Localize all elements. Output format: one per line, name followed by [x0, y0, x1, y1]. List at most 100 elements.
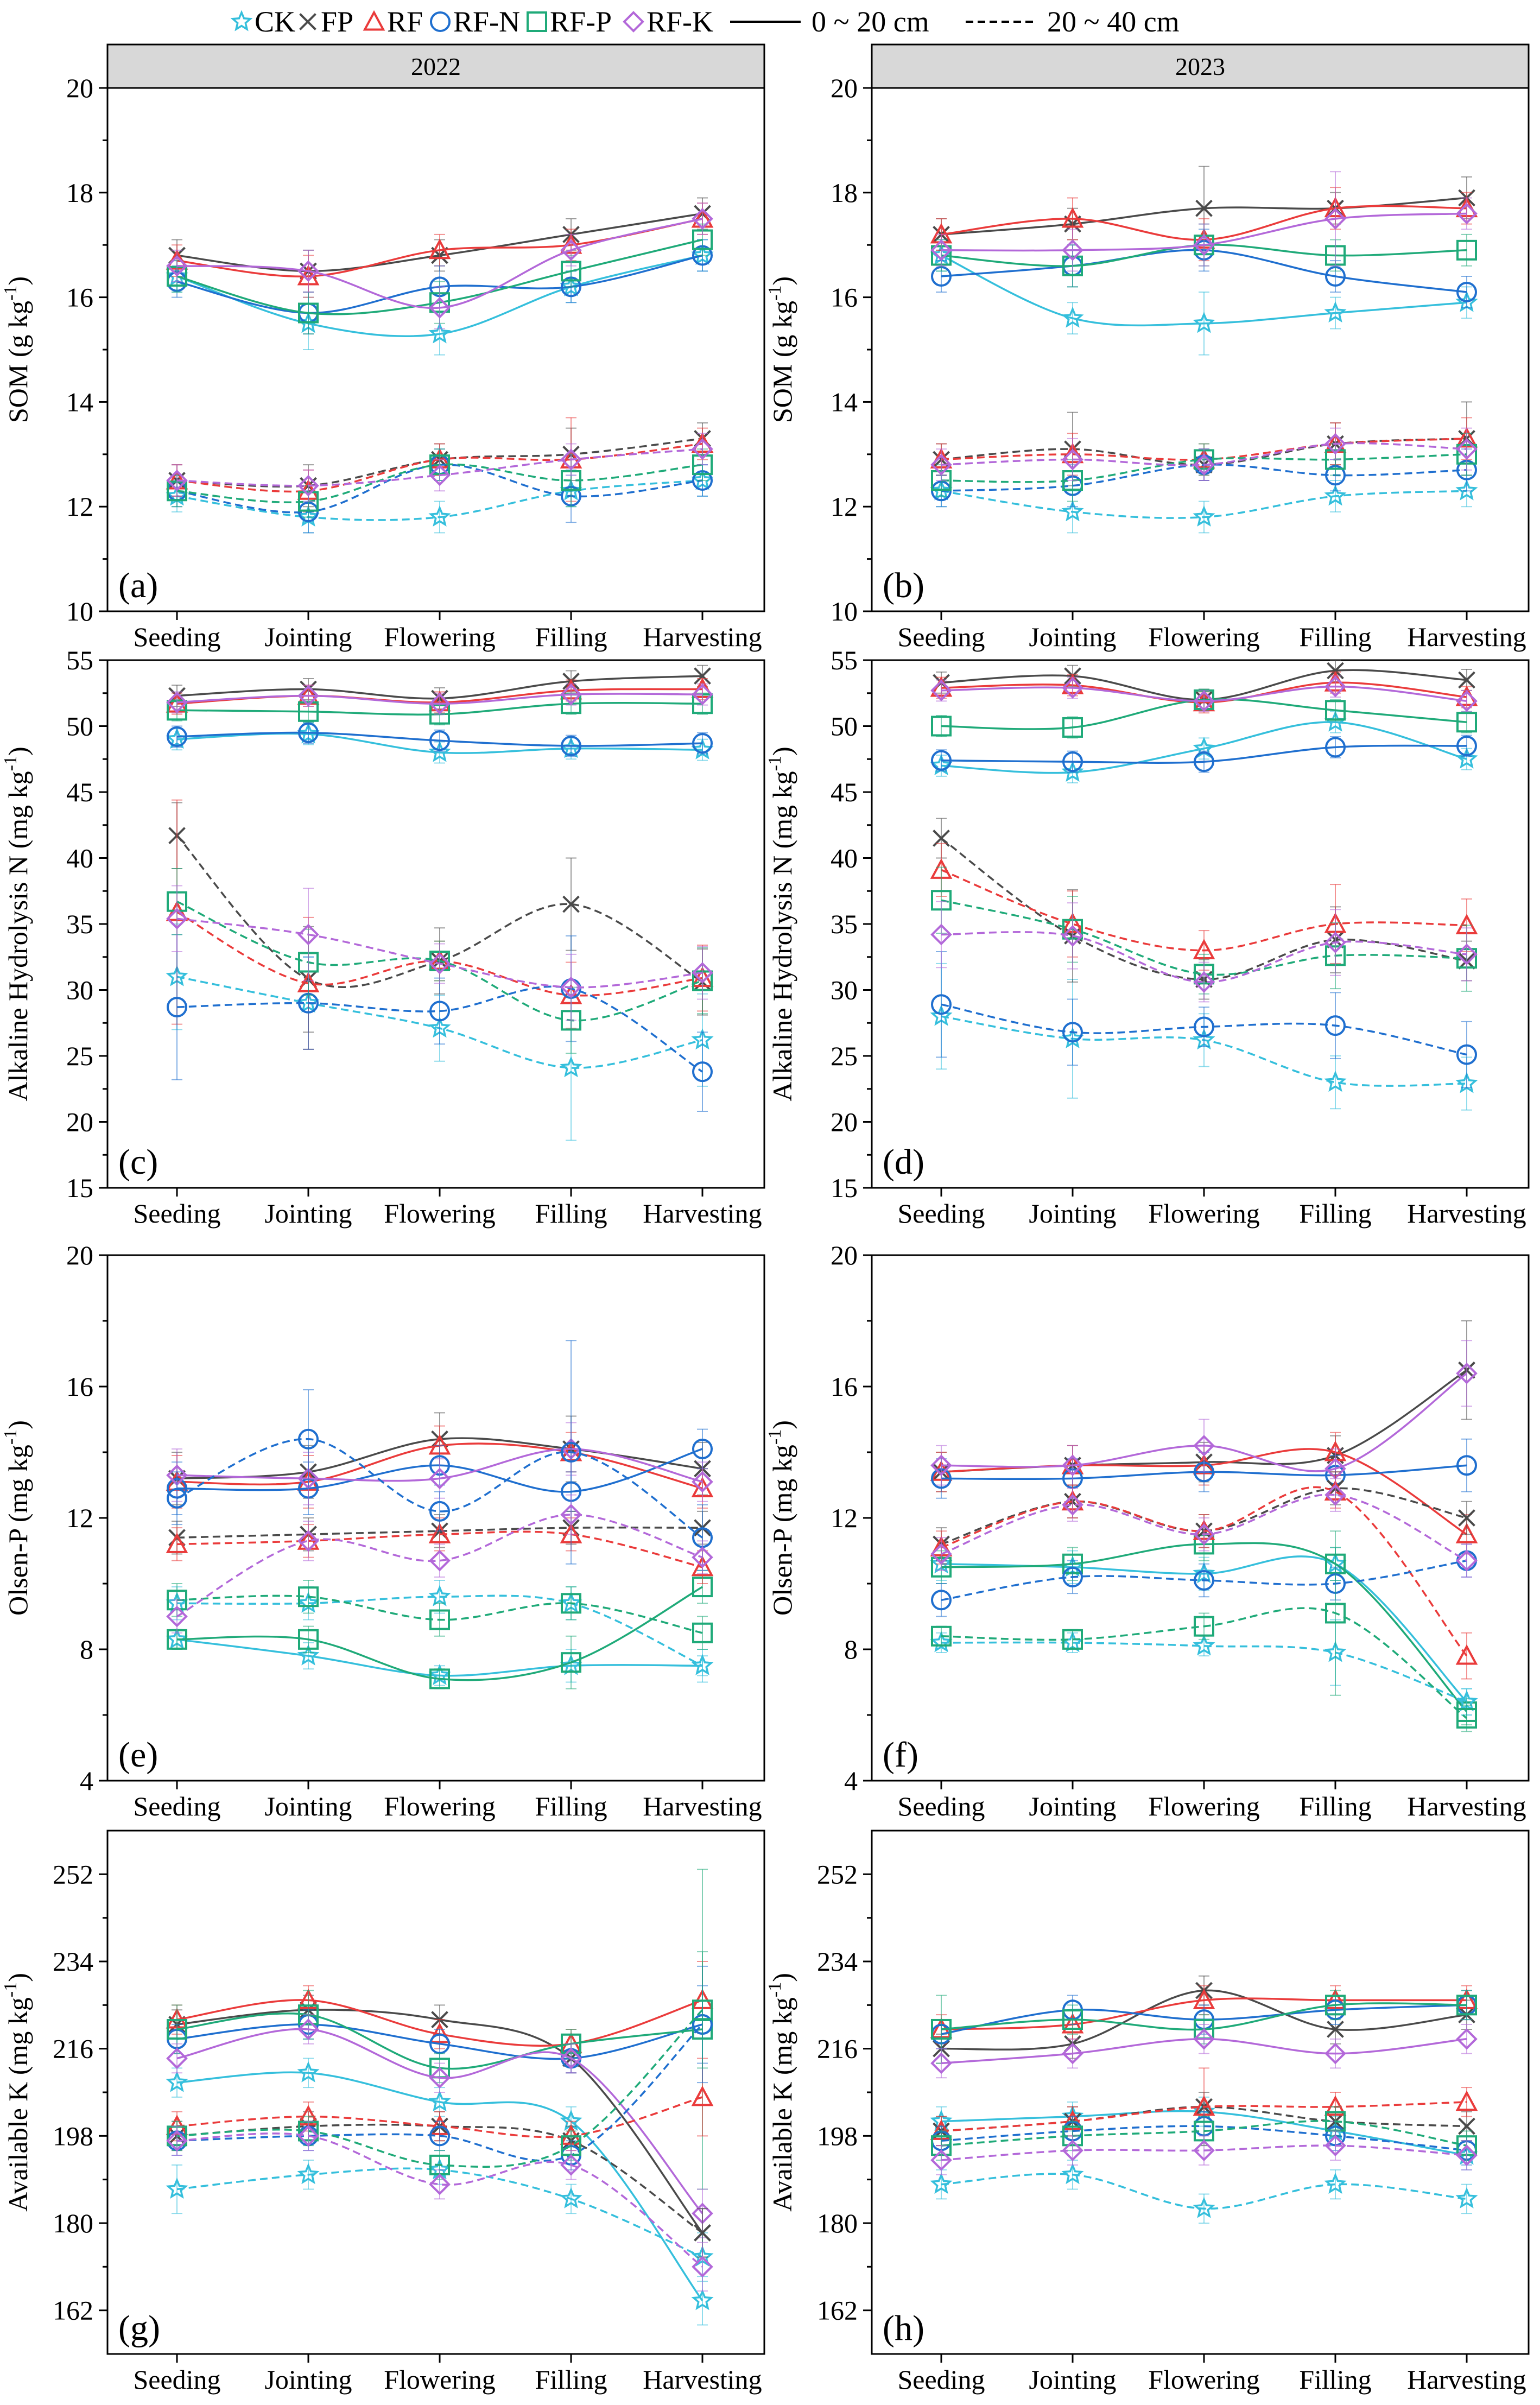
y-tick-label: 55 — [66, 645, 93, 675]
data-point — [429, 730, 450, 751]
data-point — [1193, 690, 1215, 712]
data-point — [1456, 239, 1477, 261]
legend-item-rfn: RF-N — [430, 5, 520, 38]
y-axis-title-main: Available K (mg kg — [767, 1997, 797, 2212]
y-tick-label: 20 — [66, 1240, 93, 1270]
data-point — [297, 2125, 319, 2147]
strip-2023 — [871, 43, 1530, 89]
data-point — [428, 741, 451, 762]
data-point — [931, 750, 952, 771]
data-point — [1458, 1509, 1475, 1527]
legend-label-rfk: RF-K — [647, 5, 713, 38]
data-point — [297, 923, 319, 946]
series-line — [176, 917, 703, 989]
series-rfk-20-40 — [930, 2130, 1478, 2175]
x-tick-label: Harvesting — [643, 2364, 762, 2395]
data-point — [429, 297, 451, 319]
data-point — [429, 1609, 450, 1630]
series-rfk-0-20 — [166, 683, 713, 715]
series-line — [176, 479, 703, 521]
y-axis-title: Alkaline Hydrolysis N (mg kg-1) — [765, 746, 797, 1101]
legend-item-rfk: RF-K — [623, 5, 713, 38]
y-tick-label: 20 — [831, 73, 858, 103]
data-point — [1193, 971, 1215, 993]
series-line — [941, 899, 1467, 976]
y-tick-label: 8 — [844, 1634, 858, 1664]
x-tick-label: Harvesting — [643, 1198, 762, 1229]
data-point — [1194, 1616, 1214, 1637]
data-point — [1062, 448, 1083, 471]
series-line — [176, 464, 703, 514]
x-tick-label: Jointing — [1029, 622, 1116, 652]
legend-item-ck: CK — [230, 5, 295, 38]
data-point — [1324, 484, 1347, 506]
y-tick-label: 14 — [831, 387, 858, 417]
x-tick-label: Harvesting — [643, 1791, 762, 1821]
series-line — [176, 2028, 704, 2214]
data-point — [1061, 306, 1084, 328]
data-point — [1062, 239, 1083, 261]
data-point — [1324, 2042, 1346, 2065]
legend-label-rfn: RF-N — [453, 5, 520, 38]
y-axis-title-tail: ) — [767, 1420, 797, 1429]
data-point — [1193, 2028, 1215, 2050]
y-tick-label: 20 — [831, 1107, 858, 1137]
x-tick-label: Filling — [1299, 622, 1371, 652]
x-tick-label: Seeding — [897, 1791, 985, 1821]
data-point — [298, 722, 319, 743]
data-point — [166, 2177, 188, 2199]
series-line — [941, 2144, 1467, 2161]
series-line — [941, 490, 1467, 519]
y-tick-label: 252 — [53, 1859, 93, 1889]
y-tick-label: 16 — [66, 1371, 93, 1402]
data-point — [692, 2256, 713, 2278]
y-tick-label: 25 — [831, 1041, 858, 1071]
series-line — [176, 835, 703, 988]
series-rfk-20-40 — [166, 2121, 713, 2292]
data-point — [1456, 1995, 1477, 2016]
panel-a: 2022 10 12 14 16 18 20 Seeding Jointing Flowering… — [1, 43, 765, 652]
data-point — [1062, 717, 1083, 738]
x-tick-label: Seeding — [897, 1198, 985, 1229]
series-line — [941, 931, 1467, 983]
data-point — [1456, 712, 1477, 733]
data-point — [1324, 1071, 1347, 1092]
legend-label-depth-1: 20 ~ 40 cm — [1047, 5, 1180, 38]
data-point — [297, 260, 319, 282]
series-line — [941, 2173, 1467, 2210]
data-point — [1061, 500, 1084, 522]
y-tick-label: 216 — [817, 2034, 858, 2064]
data-point — [1455, 1644, 1478, 1665]
data-point — [560, 239, 582, 261]
x-tick-label: Seeding — [897, 2364, 985, 2395]
y-axis-title-sup: -1 — [765, 1429, 785, 1445]
series-rfk-0-20 — [930, 1340, 1478, 1489]
data-point — [1062, 1454, 1083, 1477]
data-point — [1455, 2187, 1478, 2208]
strip-label-2022: 2022 — [411, 53, 461, 80]
x-tick-label: Filling — [535, 1791, 607, 1821]
y-tick-label: 15 — [831, 1173, 858, 1203]
data-point — [1324, 1484, 1346, 1506]
y-tick-label: 10 — [66, 596, 93, 626]
series-rfn-0-20 — [931, 735, 1477, 773]
y-tick-label: 234 — [817, 1946, 858, 1977]
series-rfn-0-20 — [167, 722, 713, 757]
data-point — [166, 2047, 188, 2069]
data-point — [691, 1555, 714, 1577]
data-point — [930, 1631, 953, 1653]
data-point — [429, 464, 451, 486]
data-point — [428, 322, 451, 344]
data-point — [931, 1625, 952, 1647]
y-axis-title-tail: ) — [3, 276, 33, 286]
x-tick-label: Flowering — [1148, 1198, 1260, 1229]
data-point — [1062, 925, 1083, 947]
y-tick-label: 45 — [66, 777, 93, 807]
data-point — [429, 1467, 451, 1490]
data-point — [429, 1668, 450, 1689]
series-line — [176, 731, 703, 747]
data-point — [166, 908, 188, 930]
series-line — [176, 985, 703, 1073]
y-tick-label: 16 — [831, 282, 858, 313]
x-tick-label: Seeding — [897, 622, 985, 652]
